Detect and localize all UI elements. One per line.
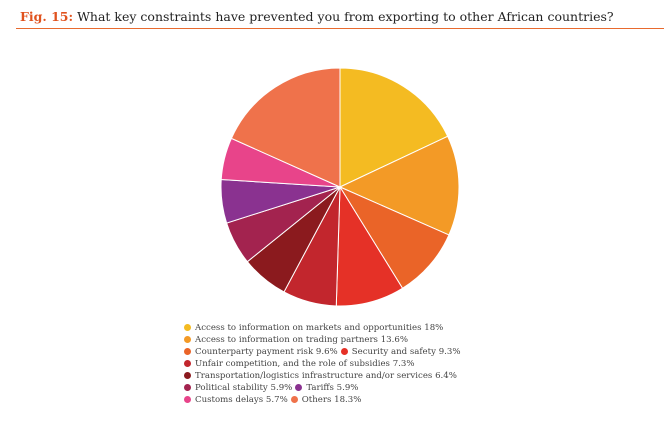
- legend-item: Transportation/logistics infrastructure …: [184, 370, 457, 382]
- pie-slice-2: [338, 135, 460, 236]
- legend-row: Unfair competition, and the role of subs…: [184, 358, 464, 370]
- legend-label: Tariffs: [306, 383, 337, 393]
- legend-value: 6.4%: [435, 371, 457, 381]
- legend-row: Transportation/logistics infrastructure …: [184, 370, 464, 382]
- figure-header: Fig. 15: What key constraints have preve…: [16, 6, 664, 29]
- legend-label: Access to information on trading partner…: [195, 335, 381, 345]
- legend-label: Political stability: [195, 383, 271, 393]
- legend-value: 13.6%: [380, 335, 409, 345]
- legend-value: 18%: [424, 323, 444, 333]
- legend-swatch: [184, 359, 191, 367]
- legend-swatch: [295, 383, 303, 391]
- legend-item: Unfair competition, and the role of subs…: [184, 358, 415, 370]
- legend-item: Tariffs 5.9%: [295, 382, 358, 394]
- legend-row: Access to information on trading partner…: [184, 334, 464, 346]
- legend-item: Access to information on markets and opp…: [184, 322, 443, 334]
- legend-label: Access to information on markets and opp…: [195, 323, 425, 333]
- legend-swatch: [340, 347, 348, 355]
- legend-value: 5.9%: [270, 383, 293, 393]
- legend-item: Security and safety 9.3%: [340, 346, 461, 358]
- legend-label: Transportation/logistics infrastructure …: [195, 371, 436, 381]
- legend-swatch: [184, 323, 191, 331]
- figure-title: Fig. 15: What key constraints have preve…: [20, 9, 614, 24]
- legend-item: Customs delays 5.7%: [184, 394, 288, 406]
- figure-question: What key constraints have prevented you …: [77, 9, 614, 24]
- legend-swatch: [184, 383, 191, 391]
- legend-item: Access to information on trading partner…: [184, 334, 408, 346]
- legend-label: Counterparty payment risk: [195, 347, 316, 357]
- legend-row: Customs delays 5.7% Others 18.3%: [184, 394, 464, 406]
- legend-item: Political stability 5.9%: [184, 382, 292, 394]
- legend-label: Customs delays: [195, 395, 266, 405]
- legend-row: Political stability 5.9% Tariffs 5.9%: [184, 382, 464, 394]
- chart-legend: Access to information on markets and opp…: [184, 322, 464, 406]
- legend-label: Security and safety: [351, 347, 439, 357]
- legend-swatch: [184, 371, 191, 379]
- legend-item: Others 18.3%: [290, 394, 362, 406]
- legend-label: Others: [301, 395, 335, 405]
- legend-label: Unfair competition, and the role of subs…: [195, 359, 393, 369]
- legend-item: Counterparty payment risk 9.6%: [184, 346, 338, 358]
- legend-value: 7.3%: [392, 359, 415, 369]
- legend-row: Access to information on markets and opp…: [184, 322, 464, 334]
- legend-value: 5.7%: [265, 395, 288, 405]
- legend-value: 5.9%: [336, 383, 359, 393]
- pie-slice-1: [339, 67, 449, 188]
- legend-row: Counterparty payment risk 9.6% Security a…: [184, 346, 464, 358]
- legend-value: 9.3%: [438, 347, 461, 357]
- pie-slice-10: [230, 67, 341, 188]
- legend-swatch: [290, 395, 298, 403]
- figure-label: Fig. 15:: [20, 9, 74, 24]
- legend-swatch: [184, 347, 191, 355]
- legend-swatch: [184, 395, 191, 403]
- legend-swatch: [184, 335, 191, 343]
- legend-value: 18.3%: [334, 395, 362, 405]
- legend-value: 9.6%: [315, 347, 338, 357]
